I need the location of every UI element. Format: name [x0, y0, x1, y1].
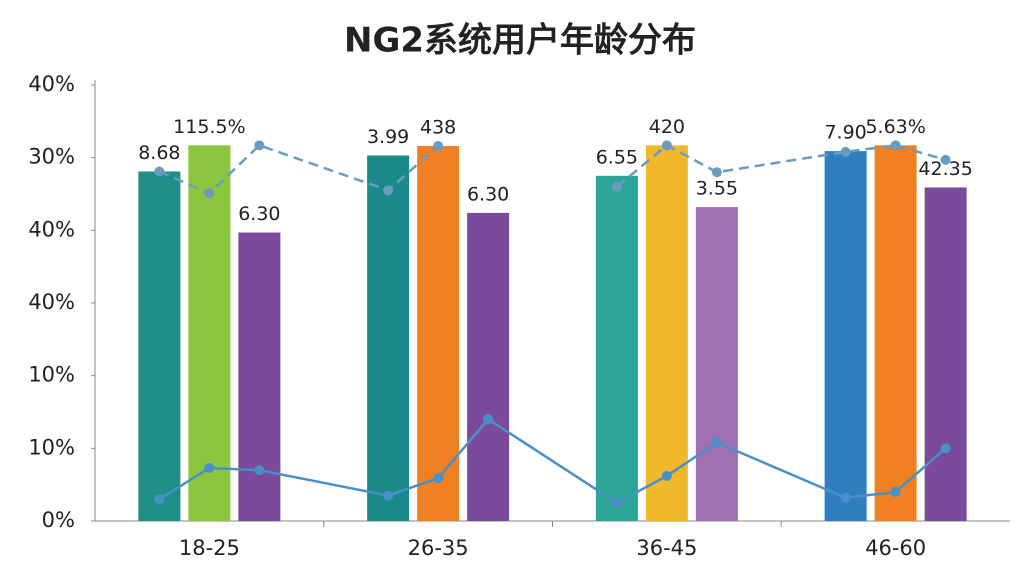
bar — [595, 175, 638, 522]
bar — [645, 145, 688, 521]
x-tick-label: 18-25 — [179, 536, 240, 560]
line-point — [254, 140, 265, 151]
bar-label: 8.68 — [138, 142, 180, 164]
chart-title: NG2系统用户年龄分布 — [344, 21, 696, 61]
bar — [417, 146, 460, 522]
line-point — [483, 414, 494, 425]
line-point — [204, 188, 215, 199]
bar-label: 3.55 — [696, 178, 738, 200]
line-point — [433, 473, 444, 484]
line — [158, 417, 947, 505]
line-point — [254, 465, 265, 476]
line-point — [154, 494, 165, 505]
y-tick-label: 40% — [28, 217, 75, 241]
bar — [924, 187, 967, 521]
line-point — [383, 490, 394, 501]
y-tick-label: 10% — [28, 435, 75, 459]
line-point — [840, 492, 851, 503]
line-point — [611, 181, 622, 192]
bar — [367, 155, 410, 521]
line-point — [940, 154, 951, 165]
bar-label: 5.63% — [865, 116, 925, 138]
bar-label: 115.5% — [173, 116, 245, 138]
y-tick-label: 0% — [42, 508, 75, 532]
bar — [824, 151, 867, 522]
bar — [238, 232, 281, 521]
bar — [188, 145, 231, 521]
bar-label: 6.30 — [238, 203, 280, 225]
line-point — [711, 167, 722, 178]
bar — [695, 207, 738, 521]
y-tick-label: 30% — [28, 145, 75, 169]
bar — [467, 212, 510, 522]
line-point — [890, 486, 901, 497]
line-point — [661, 470, 672, 481]
bar-label: 420 — [649, 116, 685, 138]
line-point — [661, 140, 672, 151]
line-point — [154, 166, 165, 177]
bar — [138, 171, 181, 521]
line-point — [204, 462, 215, 473]
y-tick-label: 40% — [28, 72, 75, 96]
x-tick-label: 26-35 — [408, 536, 469, 560]
line-point — [940, 443, 951, 454]
line-point — [711, 437, 722, 448]
x-tick-label: 46-60 — [865, 536, 926, 560]
line-point — [890, 140, 901, 151]
y-tick-label: 10% — [28, 363, 75, 387]
bar-label: 6.30 — [467, 183, 509, 205]
bar-label: 438 — [420, 117, 456, 139]
line-point — [433, 141, 444, 152]
bar-label: 6.55 — [596, 146, 638, 168]
line-point — [383, 185, 394, 196]
bar-label: 7.90 — [824, 122, 866, 144]
line — [158, 143, 946, 195]
x-tick-label: 36-45 — [636, 536, 697, 560]
line-point — [840, 146, 851, 157]
y-tick-label: 40% — [28, 290, 75, 314]
bar-label: 42.35 — [918, 158, 972, 180]
bar-label: 3.99 — [367, 126, 409, 148]
bar — [874, 145, 917, 521]
line-point — [611, 497, 622, 508]
